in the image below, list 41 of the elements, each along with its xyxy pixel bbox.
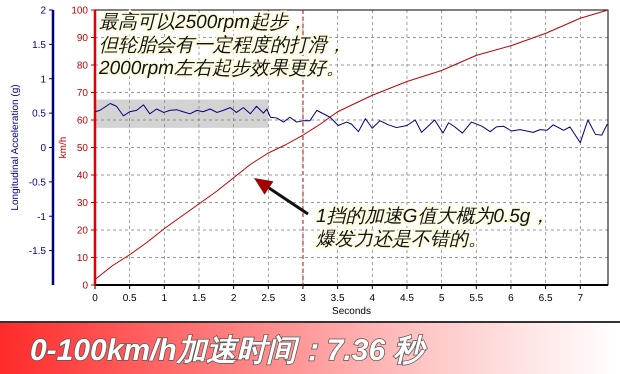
y-tick-label: 70 <box>76 88 88 99</box>
y-tick-label: 90 <box>76 33 88 44</box>
y-tick-label: 30 <box>76 198 88 209</box>
x-tick-label: 4.5 <box>400 293 414 304</box>
annotation: 最高可以2500rpm起步，但轮胎会有一定程度的打滑，2000rpm左右起步效果更好。 <box>98 11 346 79</box>
x-tick-label: 1 <box>162 293 168 304</box>
y2-tick-label: -0.5 <box>28 177 46 188</box>
x-tick-label: 1.5 <box>192 293 206 304</box>
y-tick-label: 100 <box>71 6 88 16</box>
y2-tick-label: 2 <box>40 6 46 16</box>
x-tick-label: 5 <box>438 293 445 304</box>
y-tick-label: 60 <box>76 116 88 126</box>
y-tick-label: 80 <box>76 60 88 72</box>
x-tick-label: 2 <box>230 293 237 304</box>
y2-tick-label: 1.5 <box>32 40 46 51</box>
x-axis-title: Seconds <box>332 306 371 317</box>
x-tick-label: 0.5 <box>122 293 138 304</box>
x-tick-label: 3 <box>300 293 306 304</box>
y-axis-title: km/h <box>58 136 69 158</box>
y2-tick-label: -1 <box>37 212 46 223</box>
x-tick-label: 5.5 <box>469 293 484 304</box>
x-tick-label: 0 <box>92 293 98 304</box>
y-tick-label: 20 <box>76 226 88 236</box>
y-tick-label: 50 <box>76 143 88 154</box>
y2-tick-label: 0.5 <box>32 108 46 120</box>
annotation: 1挡的加速G值大概为0.5g，爆发力还是不错的。 <box>315 206 550 250</box>
y2-tick-label: 1 <box>40 74 46 86</box>
text: 0-100km/h加速时间：7.36 秒 <box>30 334 428 367</box>
x-tick-label: 4 <box>370 293 376 304</box>
y-tick-label: 40 <box>76 170 88 182</box>
y2-tick-label: 0 <box>40 143 46 154</box>
y-tick-label: 0 <box>82 280 88 292</box>
x-tick-label: 2.5 <box>261 293 276 304</box>
x-tick-label: 7 <box>577 293 584 304</box>
line-series <box>94 103 608 144</box>
y2-axis-title: Longitudinal Acceleration (g) <box>10 84 21 211</box>
x-tick-label: 6.5 <box>538 293 553 304</box>
y-tick-label: 10 <box>76 253 88 264</box>
x-tick-label: 6 <box>508 293 514 304</box>
y2-tick-label: -1.5 <box>28 246 46 258</box>
x-tick-label: 3.5 <box>330 293 346 304</box>
